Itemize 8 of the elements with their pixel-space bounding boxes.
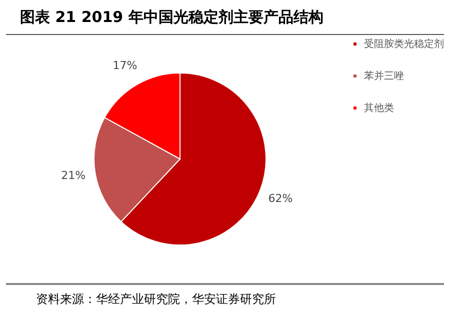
legend-label: 受阻胺类光稳定剂 [364,38,444,50]
chart-title: 图表 21 2019 年中国光稳定剂主要产品结构 [6,0,444,35]
data-label: 62% [268,192,293,205]
legend-label: 苯并三唑 [364,70,404,82]
data-label: 17% [112,59,138,72]
data-label: 21% [61,168,86,182]
legend-label: 其他类 [364,102,394,114]
text: 资料来源：华经产业研究院，华安证券研究所 [6,283,444,314]
